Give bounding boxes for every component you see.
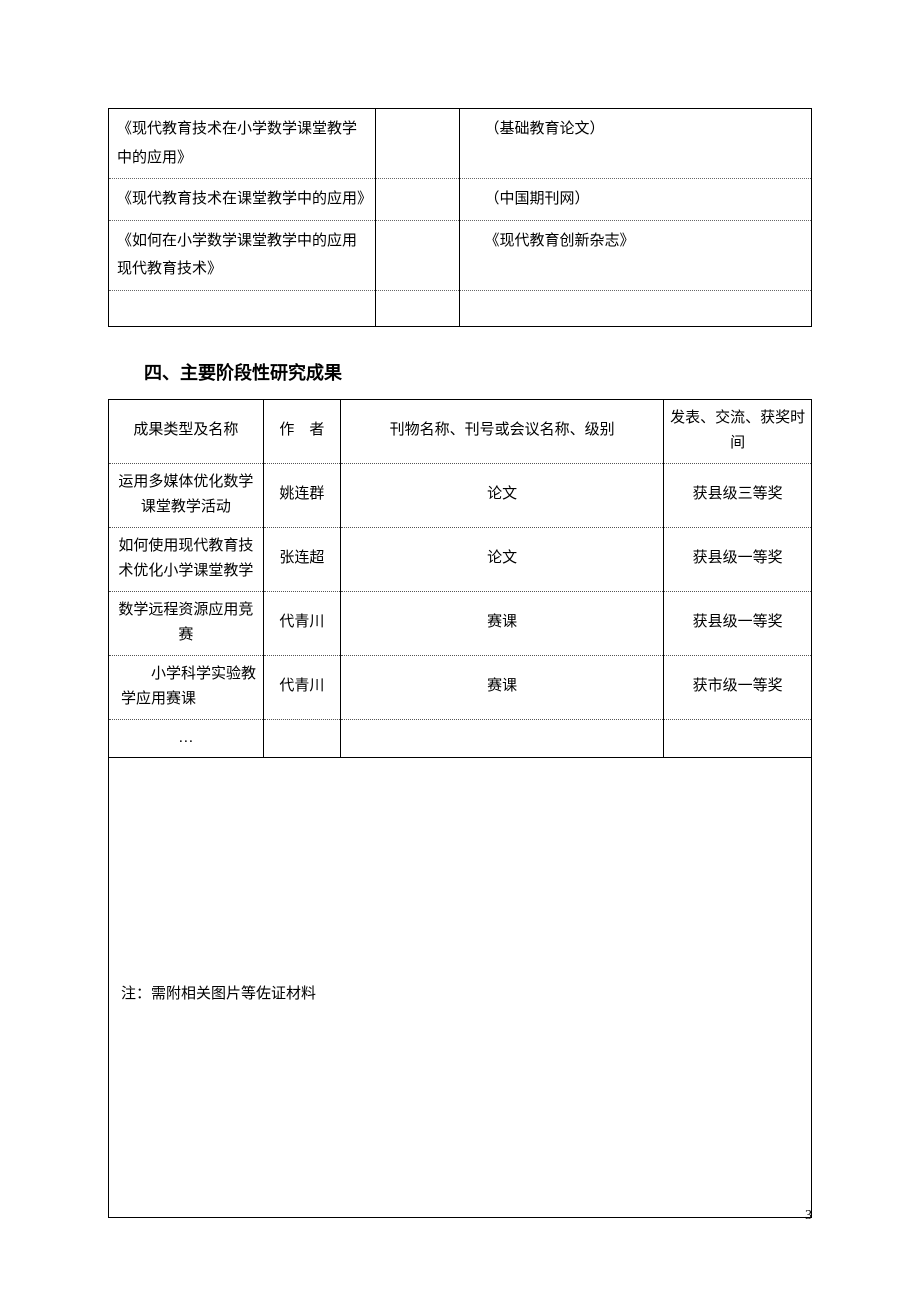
result-author: 张连超: [263, 527, 340, 591]
ref-title-cell: 《现代教育技术在小学数学课堂教学中的应用》: [109, 109, 376, 179]
result-name: 数学远程资源应用竞赛: [109, 591, 264, 655]
ref-title-cell: [109, 290, 376, 326]
result-pub: 赛课: [340, 591, 663, 655]
empty-cell: [340, 719, 663, 758]
table-row: 《如何在小学数学课堂教学中的应用现代教育技术》 《现代教育创新杂志》: [109, 220, 812, 290]
ref-title-cell: 《现代教育技术在课堂教学中的应用》: [109, 179, 376, 221]
result-award: 获市级一等奖: [664, 655, 812, 719]
table-row: 如何使用现代教育技术优化小学课堂教学 张连超 论文 获县级一等奖: [109, 527, 812, 591]
table-row: 《现代教育技术在课堂教学中的应用》 （中国期刊网）: [109, 179, 812, 221]
result-author: 姚连群: [263, 463, 340, 527]
note-block: 注：需附相关图片等佐证材料: [108, 758, 812, 1218]
result-name: 如何使用现代教育技术优化小学课堂教学: [109, 527, 264, 591]
ref-source-cell: （基础教育论文）: [460, 109, 812, 179]
result-author: 代青川: [263, 591, 340, 655]
empty-cell: [664, 719, 812, 758]
ref-empty-cell: [376, 179, 460, 221]
table-row: 数学远程资源应用竞赛 代青川 赛课 获县级一等奖: [109, 591, 812, 655]
result-name: 运用多媒体优化数学课堂教学活动: [109, 463, 264, 527]
table-header-row: 成果类型及名称 作 者 刊物名称、刊号或会议名称、级别 发表、交流、获奖时间: [109, 399, 812, 463]
result-award: 获县级三等奖: [664, 463, 812, 527]
ref-source-cell: （中国期刊网）: [460, 179, 812, 221]
table-ellipsis-row: …: [109, 719, 812, 758]
note-text: 注：需附相关图片等佐证材料: [121, 982, 316, 1003]
ref-title-cell: 《如何在小学数学课堂教学中的应用现代教育技术》: [109, 220, 376, 290]
result-award: 获县级一等奖: [664, 591, 812, 655]
ellipsis-cell: …: [109, 719, 264, 758]
header-publication: 刊物名称、刊号或会议名称、级别: [340, 399, 663, 463]
ref-empty-cell: [376, 290, 460, 326]
table-row: 小学科学实验教学应用赛课 代青川 赛课 获市级一等奖: [109, 655, 812, 719]
result-pub: 论文: [340, 527, 663, 591]
result-award: 获县级一等奖: [664, 527, 812, 591]
header-name: 成果类型及名称: [109, 399, 264, 463]
result-pub: 赛课: [340, 655, 663, 719]
ref-source-cell: 《现代教育创新杂志》: [460, 220, 812, 290]
ref-source-cell: [460, 290, 812, 326]
page-number: 3: [805, 1208, 812, 1224]
section-heading: 四、主要阶段性研究成果: [144, 359, 812, 385]
table-row: 《现代教育技术在小学数学课堂教学中的应用》 （基础教育论文）: [109, 109, 812, 179]
references-table: 《现代教育技术在小学数学课堂教学中的应用》 （基础教育论文） 《现代教育技术在课…: [108, 108, 812, 327]
result-author: 代青川: [263, 655, 340, 719]
ref-empty-cell: [376, 220, 460, 290]
header-award: 发表、交流、获奖时间: [664, 399, 812, 463]
results-table: 成果类型及名称 作 者 刊物名称、刊号或会议名称、级别 发表、交流、获奖时间 运…: [108, 399, 812, 759]
result-pub: 论文: [340, 463, 663, 527]
empty-cell: [263, 719, 340, 758]
table-row: 运用多媒体优化数学课堂教学活动 姚连群 论文 获县级三等奖: [109, 463, 812, 527]
ref-empty-cell: [376, 109, 460, 179]
result-name: 小学科学实验教学应用赛课: [109, 655, 264, 719]
table-row: [109, 290, 812, 326]
header-author: 作 者: [263, 399, 340, 463]
